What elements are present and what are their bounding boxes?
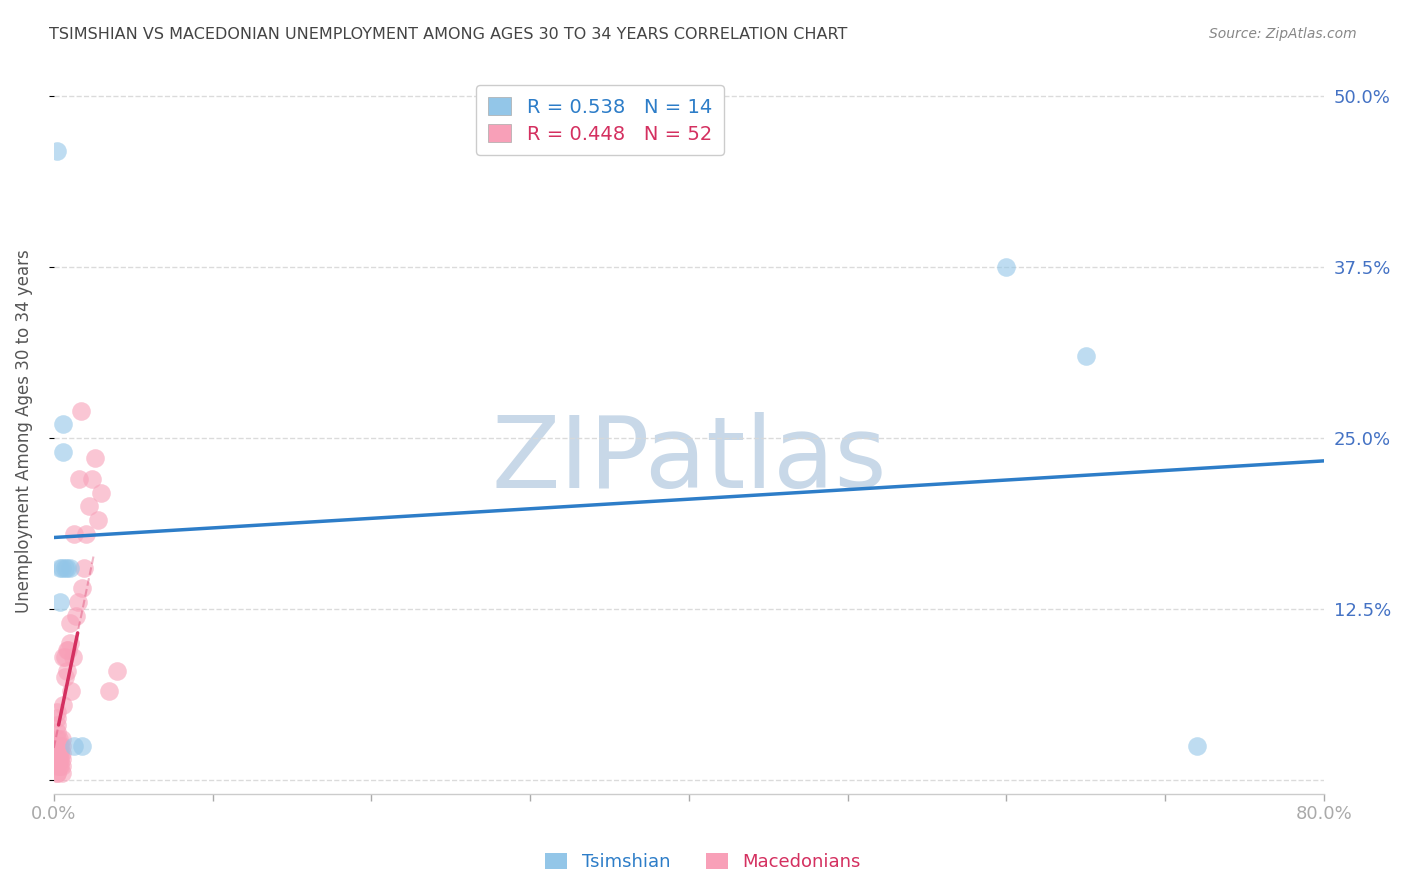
- Point: [46, 759, 69, 773]
- Point: [98, 684, 121, 698]
- Point: [46, 766, 69, 780]
- Point: [52, 698, 75, 712]
- Point: [46, 144, 69, 158]
- Point: [84, 451, 107, 466]
- Point: [56, 643, 79, 657]
- Point: [48, 739, 70, 753]
- Point: [49, 752, 72, 766]
- Point: [49, 595, 72, 609]
- Point: [60, 684, 83, 698]
- Point: [48, 752, 70, 766]
- Point: [51, 561, 73, 575]
- Text: ZIPatlas: ZIPatlas: [491, 411, 887, 508]
- Point: [63, 526, 86, 541]
- Point: [87, 513, 110, 527]
- Y-axis label: Unemployment Among Ages 30 to 34 years: Unemployment Among Ages 30 to 34 years: [15, 249, 32, 613]
- Point: [1074, 349, 1097, 363]
- Point: [52, 417, 75, 432]
- Point: [55, 643, 77, 657]
- Point: [53, 561, 76, 575]
- Point: [72, 582, 94, 596]
- Point: [72, 739, 94, 753]
- Point: [46, 718, 69, 732]
- Point: [46, 739, 69, 753]
- Point: [53, 649, 76, 664]
- Point: [51, 752, 73, 766]
- Point: [48, 731, 70, 746]
- Point: [73, 561, 96, 575]
- Point: [46, 705, 69, 719]
- Point: [46, 752, 69, 766]
- Point: [46, 725, 69, 739]
- Point: [59, 615, 82, 630]
- Point: [51, 731, 73, 746]
- Point: [77, 500, 100, 514]
- Point: [69, 403, 91, 417]
- Point: [59, 561, 82, 575]
- Point: [67, 472, 90, 486]
- Point: [63, 739, 86, 753]
- Point: [55, 561, 77, 575]
- Point: [52, 649, 75, 664]
- Point: [49, 561, 72, 575]
- Text: TSIMSHIAN VS MACEDONIAN UNEMPLOYMENT AMONG AGES 30 TO 34 YEARS CORRELATION CHART: TSIMSHIAN VS MACEDONIAN UNEMPLOYMENT AMO…: [49, 27, 848, 42]
- Point: [995, 260, 1018, 274]
- Point: [53, 670, 76, 684]
- Point: [49, 759, 72, 773]
- Point: [80, 472, 103, 486]
- Point: [1185, 739, 1208, 753]
- Point: [52, 444, 75, 458]
- Point: [62, 649, 84, 664]
- Point: [49, 739, 72, 753]
- Point: [46, 766, 69, 780]
- Point: [51, 746, 73, 760]
- Point: [48, 746, 70, 760]
- Text: Source: ZipAtlas.com: Source: ZipAtlas.com: [1209, 27, 1357, 41]
- Point: [46, 711, 69, 725]
- Point: [51, 759, 73, 773]
- Legend: R = 0.538   N = 14, R = 0.448   N = 52: R = 0.538 N = 14, R = 0.448 N = 52: [477, 86, 724, 155]
- Point: [65, 608, 87, 623]
- Point: [55, 664, 77, 678]
- Point: [90, 485, 112, 500]
- Point: [59, 636, 82, 650]
- Point: [46, 746, 69, 760]
- Point: [51, 766, 73, 780]
- Point: [66, 595, 89, 609]
- Point: [46, 731, 69, 746]
- Point: [48, 759, 70, 773]
- Point: [49, 746, 72, 760]
- Point: [105, 664, 128, 678]
- Point: [51, 739, 73, 753]
- Point: [75, 526, 97, 541]
- Legend: Tsimshian, Macedonians: Tsimshian, Macedonians: [538, 846, 868, 879]
